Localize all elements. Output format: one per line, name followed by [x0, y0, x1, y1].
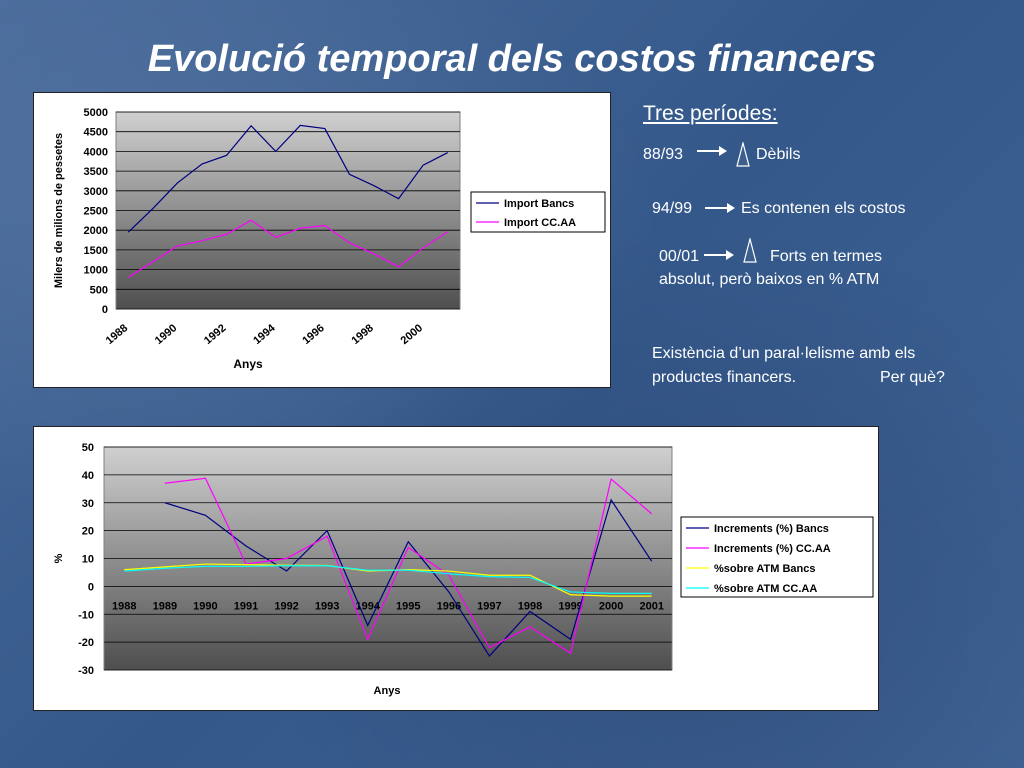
y-axis-label: % — [53, 553, 65, 563]
period2-text: Es contenen els costos — [741, 200, 906, 217]
period2-label: 94/99 — [652, 200, 693, 217]
period3-text-2: absolut, però baixos en % ATM — [659, 271, 880, 288]
x-tick-label: 1990 — [153, 322, 179, 347]
period3-text: Forts en termes — [770, 248, 883, 265]
y-tick-label: 10 — [82, 554, 94, 566]
conclusion-line2: productes financers. — [652, 369, 797, 386]
slide-title: Evolució temporal dels costos financers — [147, 38, 877, 80]
chart-increments: -30 -20 -10 0 10 20 30 40 50 1988 1989 1990 1991 1992… — [33, 426, 879, 711]
legend-label: Import CC.AA — [504, 217, 576, 229]
x-tick-label: 1988 — [104, 322, 130, 347]
y-tick-label: -30 — [78, 665, 94, 677]
x-tick-label: 1996 — [300, 322, 326, 347]
period1-label: 88/93 — [643, 146, 684, 163]
y-tick-label: 50 — [82, 442, 94, 454]
legend-label: Increments (%) Bancs — [714, 523, 829, 535]
x-tick-label: 1992 — [202, 322, 228, 347]
legend-label: %sobre ATM Bancs — [714, 563, 815, 575]
y-tick-label: -20 — [78, 637, 94, 649]
x-axis-label: Anys — [374, 685, 401, 697]
y-axis-label: Milers de milions de pessetes — [53, 133, 65, 288]
x-tick-label: 1992 — [274, 600, 298, 612]
x-tick-label: 1994 — [355, 600, 380, 612]
legend-label: %sobre ATM CC.AA — [714, 583, 817, 595]
legend-label: Increments (%) CC.AA — [714, 543, 831, 555]
x-tick-label: 2000 — [599, 600, 623, 612]
series-line — [164, 498, 653, 658]
conclusion-question: Per què? — [880, 369, 945, 386]
x-tick-label: 1995 — [396, 600, 420, 612]
legend-label: Import Bancs — [504, 198, 574, 210]
x-tick-label: 1991 — [234, 600, 258, 612]
period1-text: Dèbils — [756, 146, 801, 163]
legend-box — [680, 516, 874, 598]
chart-increments-svg: -30 -20 -10 0 10 20 30 40 50 1988 1989 1990 1991 1992… — [53, 442, 874, 697]
arrow-down-icon — [736, 142, 750, 167]
y-tick-label: 3000 — [84, 186, 108, 198]
x-tick-label: 1989 — [153, 600, 177, 612]
y-tick-label: 2500 — [84, 206, 108, 218]
y-tick-label: 1500 — [84, 245, 108, 257]
chart-imports-svg: 0 500 1000 1500 2000 2500 3000 3500 4000 4500 5000… — [53, 107, 606, 371]
arrow-right-icon — [704, 250, 734, 260]
x-tick-label: 1988 — [112, 600, 136, 612]
x-tick-label: 1998 — [518, 600, 542, 612]
arrow-right-icon — [705, 203, 735, 213]
arrow-up-icon — [743, 238, 757, 263]
y-tick-label: -10 — [78, 609, 94, 621]
y-tick-label: 20 — [82, 526, 94, 538]
y-tick-label: 4000 — [84, 146, 108, 158]
y-tick-label: 1000 — [84, 265, 108, 277]
x-tick-label: 1990 — [193, 600, 217, 612]
x-tick-label: 1997 — [477, 600, 501, 612]
y-tick-label: 0 — [88, 581, 94, 593]
period3-label: 00/01 — [659, 248, 700, 265]
x-axis-label: Anys — [233, 357, 263, 371]
x-tick-label: 1993 — [315, 600, 339, 612]
x-tick-label: 1996 — [437, 600, 461, 612]
y-tick-label: 3500 — [84, 166, 108, 178]
y-tick-label: 4500 — [84, 127, 108, 139]
series-line — [124, 565, 652, 594]
series-line — [127, 219, 449, 278]
y-tick-label: 5000 — [84, 107, 108, 119]
x-tick-label: 2000 — [399, 322, 425, 347]
x-tick-label: 1999 — [558, 600, 582, 612]
chart-imports: 0 500 1000 1500 2000 2500 3000 3500 4000 4500 5000… — [33, 92, 611, 388]
arrow-right-icon — [697, 146, 727, 156]
x-tick-label: 1998 — [349, 322, 375, 347]
y-tick-label: 500 — [90, 284, 108, 296]
x-tick-label: 1994 — [251, 322, 278, 347]
legend-box — [470, 191, 606, 233]
series-line — [127, 124, 448, 233]
y-tick-label: 0 — [102, 304, 108, 316]
conclusion-line1: Existència d’un paral·lelisme amb els — [652, 345, 916, 362]
notes-heading: Tres períodes: — [643, 102, 778, 125]
x-tick-label: 2001 — [639, 600, 663, 612]
y-tick-label: 40 — [82, 470, 94, 482]
y-tick-label: 30 — [82, 498, 94, 510]
y-tick-label: 2000 — [84, 225, 108, 237]
